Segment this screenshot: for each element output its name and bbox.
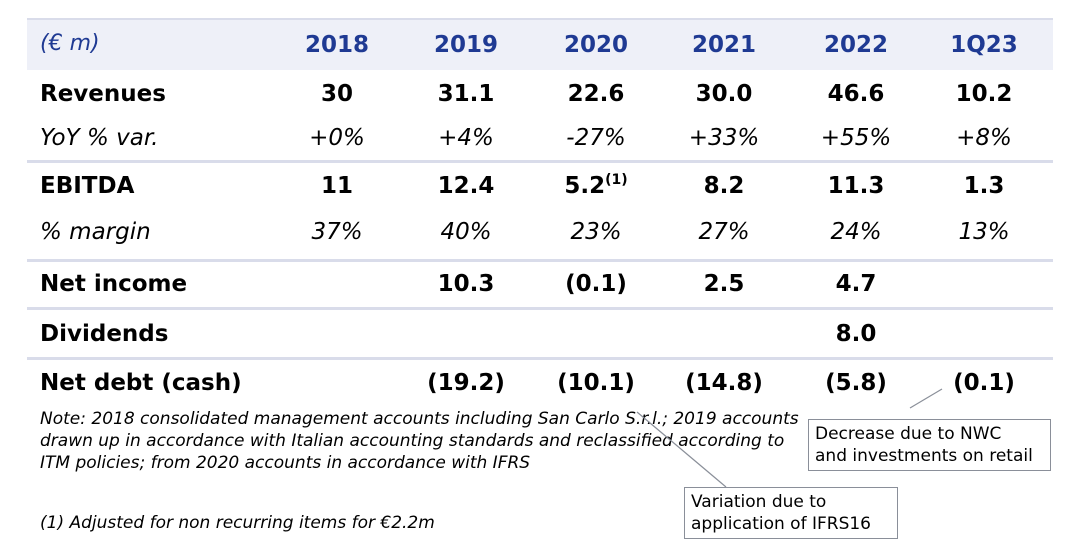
- yoy-2018: +0%: [309, 125, 365, 151]
- callout-nwc-line1: Decrease due to NWC: [815, 424, 1002, 444]
- net-income-2022: 4.7: [835, 271, 877, 297]
- ebitda-2018: 11: [320, 173, 354, 199]
- revenues-2020: 22.6: [567, 81, 625, 107]
- nwc-connector-line: [909, 388, 943, 409]
- revenues-2018: 30: [320, 81, 354, 107]
- col-header-2020: 2020: [563, 32, 629, 58]
- ebitda-2020: 5.2(1): [564, 172, 628, 199]
- row-label-net-debt: Net debt (cash): [40, 370, 242, 396]
- callout-ifrs16: Variation due to application of IFRS16: [684, 487, 898, 539]
- net-debt-2019: (19.2): [427, 370, 505, 396]
- ebitda-2020-value: 5.2: [564, 173, 606, 199]
- revenues-2022: 46.6: [827, 81, 885, 107]
- revenues-1q23: 10.2: [955, 81, 1013, 107]
- unit-label: (€ m): [40, 31, 100, 56]
- margin-2018: 37%: [311, 219, 363, 245]
- yoy-2020: -27%: [566, 125, 626, 151]
- accounting-note: Note: 2018 consolidated management accou…: [40, 409, 799, 473]
- row-label-revenues: Revenues: [40, 81, 166, 107]
- ebitda-2020-footnote-marker: (1): [605, 172, 628, 188]
- rule-after-revenues: [27, 160, 1053, 163]
- margin-2019: 40%: [440, 219, 492, 245]
- callout-ifrs16-line2: application of IFRS16: [691, 514, 871, 534]
- net-debt-2022: (5.8): [825, 370, 887, 396]
- callout-ifrs16-line1: Variation due to: [691, 492, 827, 512]
- margin-1q23: 13%: [958, 219, 1010, 245]
- table-top-rule: [27, 18, 1053, 21]
- ifrs-connector-line: [636, 411, 727, 488]
- net-income-2021: 2.5: [703, 271, 745, 297]
- yoy-1q23: +8%: [956, 125, 1012, 151]
- footnote-adjusted: (1) Adjusted for non recurring items for…: [40, 513, 435, 533]
- yoy-2022: +55%: [820, 125, 892, 151]
- col-header-2019: 2019: [433, 32, 499, 58]
- net-debt-1q23: (0.1): [953, 370, 1015, 396]
- yoy-2019: +4%: [438, 125, 494, 151]
- row-label-yoy: YoY % var.: [40, 125, 159, 151]
- yoy-2021: +33%: [688, 125, 760, 151]
- ebitda-1q23: 1.3: [963, 173, 1005, 199]
- net-income-2019: 10.3: [437, 271, 495, 297]
- callout-nwc-line2: and investments on retail: [815, 446, 1033, 466]
- ebitda-2021: 8.2: [703, 173, 745, 199]
- col-header-2021: 2021: [691, 32, 757, 58]
- margin-2022: 24%: [830, 219, 882, 245]
- row-label-dividends: Dividends: [40, 321, 169, 347]
- rule-after-ebitda: [27, 259, 1053, 262]
- revenues-2019: 31.1: [437, 81, 495, 107]
- net-income-2020: (0.1): [565, 271, 627, 297]
- dividends-2022: 8.0: [835, 321, 877, 347]
- callout-nwc: Decrease due to NWC and investments on r…: [808, 419, 1051, 471]
- rule-after-dividends: [27, 357, 1053, 360]
- margin-2021: 27%: [698, 219, 750, 245]
- table-header-band: [27, 20, 1053, 70]
- col-header-2022: 2022: [823, 32, 889, 58]
- margin-2020: 23%: [570, 219, 622, 245]
- ebitda-2022: 11.3: [827, 173, 885, 199]
- row-label-margin: % margin: [40, 219, 151, 245]
- col-header-1q23: 1Q23: [950, 32, 1018, 58]
- row-label-net-income: Net income: [40, 271, 188, 297]
- ebitda-2019: 12.4: [437, 173, 495, 199]
- col-header-2018: 2018: [304, 32, 370, 58]
- net-debt-2020: (10.1): [557, 370, 635, 396]
- revenues-2021: 30.0: [695, 81, 753, 107]
- rule-after-net-income: [27, 307, 1053, 310]
- row-label-ebitda: EBITDA: [40, 173, 135, 199]
- net-debt-2021: (14.8): [685, 370, 763, 396]
